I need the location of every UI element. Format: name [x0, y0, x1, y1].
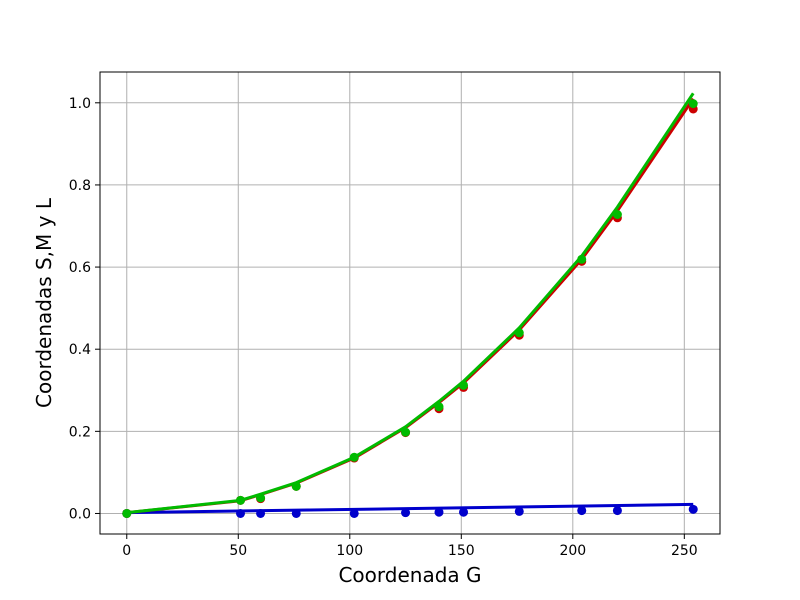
data-point [459, 380, 469, 390]
y-tick-label: 0.6 [69, 260, 91, 276]
y-axis: 0.0 0.2 0.4 0.6 0.8 1.0 [69, 96, 100, 522]
x-axis: 0 50 100 150 200 250 [122, 534, 698, 559]
grid [100, 72, 720, 534]
x-tick-label: 0 [122, 543, 131, 559]
data-point [514, 506, 524, 516]
data-point [291, 481, 301, 491]
y-tick-label: 0.2 [69, 424, 91, 440]
series-layer [122, 92, 698, 518]
x-tick-label: 250 [671, 543, 698, 559]
data-point [349, 508, 359, 518]
series-line [126, 502, 694, 515]
data-point [291, 508, 301, 518]
data-point [236, 495, 246, 505]
x-tick-label: 200 [559, 543, 586, 559]
data-point [349, 452, 359, 462]
y-tick-label: 0.4 [69, 342, 91, 358]
data-point [236, 508, 246, 518]
y-tick-label: 0.0 [69, 506, 91, 522]
data-point [401, 427, 411, 437]
data-point [401, 508, 411, 518]
data-point [122, 508, 132, 518]
x-tick-label: 150 [448, 543, 475, 559]
x-axis-label: Coordenada G [338, 563, 481, 587]
data-point [459, 507, 469, 517]
data-point [612, 506, 622, 516]
data-point [434, 507, 444, 517]
data-point [577, 506, 587, 516]
data-point [514, 328, 524, 338]
x-tick-label: 50 [229, 543, 247, 559]
plot-frame [99, 71, 721, 535]
data-point [256, 508, 266, 518]
data-point [688, 504, 698, 514]
data-point [612, 210, 622, 220]
data-point [688, 99, 698, 109]
y-tick-label: 1.0 [69, 96, 91, 112]
y-axis-label: Coordenadas S,M y L [32, 197, 56, 408]
data-point [256, 493, 266, 503]
y-tick-label: 0.8 [69, 178, 91, 194]
data-point [434, 402, 444, 412]
x-tick-label: 100 [336, 543, 363, 559]
data-point [577, 254, 587, 264]
series-1 [122, 92, 698, 518]
